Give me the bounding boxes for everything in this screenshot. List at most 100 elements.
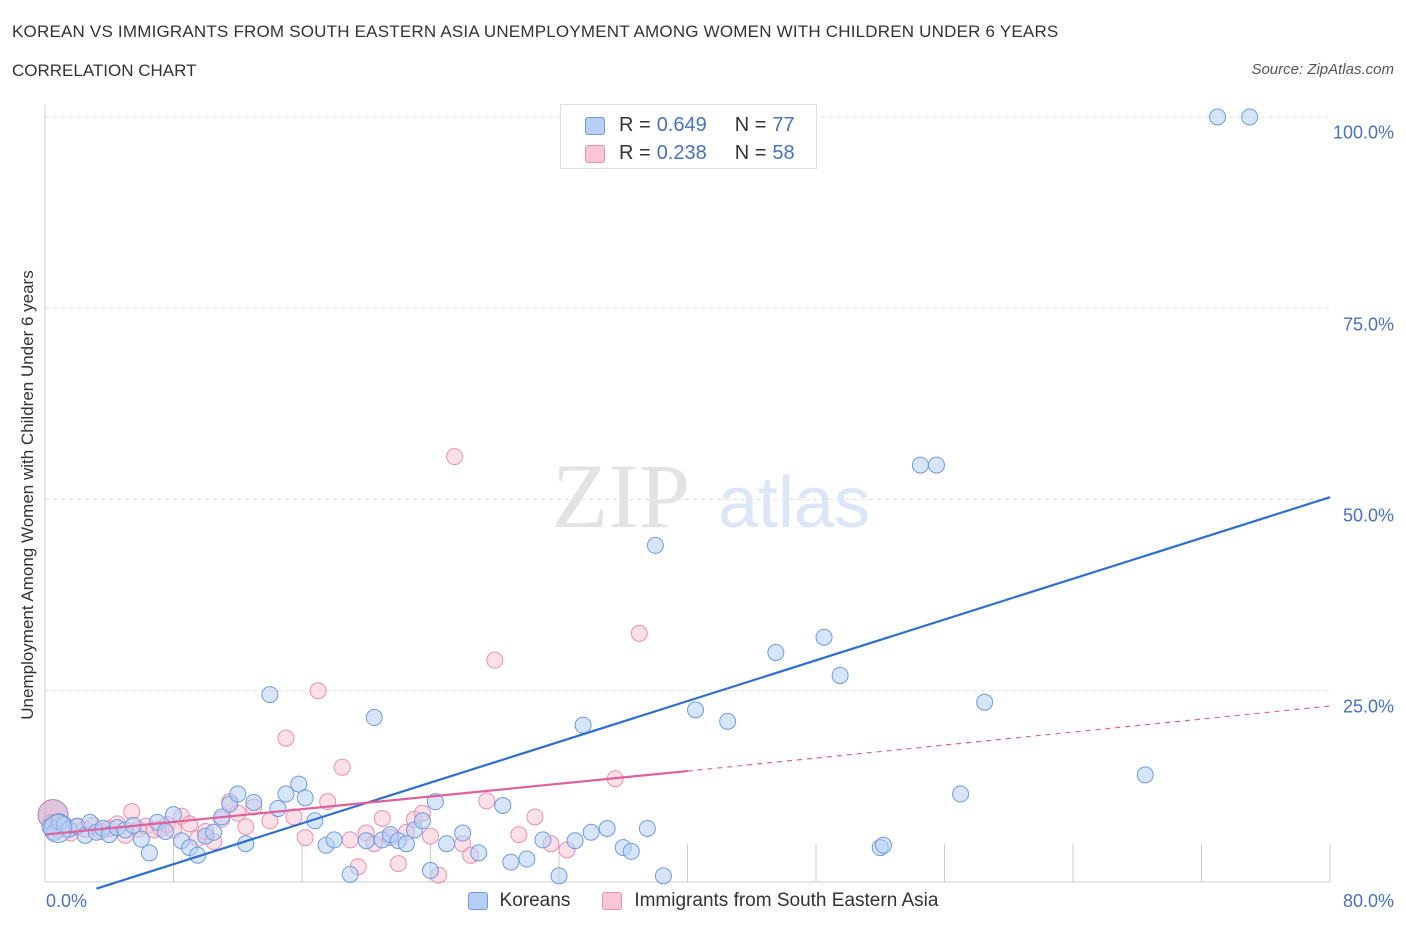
- y-axis-label: Unemployment Among Women with Children U…: [18, 270, 37, 720]
- koreans-point: [654, 867, 672, 885]
- koreans-swatch: [467, 892, 488, 910]
- koreans-point: [582, 823, 600, 841]
- y-tick-label: 100.0%: [1332, 122, 1394, 143]
- koreans-point: [413, 812, 431, 830]
- y-tick-label: 25.0%: [1342, 696, 1394, 717]
- koreans-point: [132, 830, 150, 848]
- sea-point: [422, 827, 439, 845]
- sea-point: [630, 624, 648, 642]
- series-legend: Koreans Immigrants from South Eastern As…: [0, 890, 1406, 912]
- sea-trend-line: [44, 769, 688, 836]
- koreans-point: [397, 835, 415, 853]
- chart-subtitle: CORRELATION CHART: [12, 61, 197, 80]
- sea-point: [526, 808, 544, 826]
- sea-point: [373, 810, 391, 828]
- chart-title: KOREAN VS IMMIGRANTS FROM SOUTH EASTERN …: [12, 22, 1059, 41]
- y-tick-label: 75.0%: [1342, 314, 1394, 335]
- koreans-point: [1209, 108, 1227, 126]
- koreans-point: [911, 456, 929, 474]
- n-label: N =: [734, 114, 767, 136]
- koreans-point: [426, 793, 444, 811]
- grid-lines: [45, 116, 1330, 692]
- legend-item-sea: Immigrants from South Eastern Asia: [602, 890, 938, 912]
- koreans-point: [927, 456, 945, 474]
- koreans-point: [574, 716, 592, 734]
- koreans-point: [156, 823, 174, 841]
- koreans-point: [719, 712, 737, 730]
- koreans-point: [422, 862, 439, 880]
- r-label: R =: [619, 142, 651, 164]
- koreans-point: [229, 785, 247, 803]
- koreans-point: [598, 819, 616, 837]
- koreans-point: [831, 666, 849, 684]
- legend-label: Koreans: [499, 890, 571, 911]
- sea-swatch: [585, 144, 605, 163]
- n-label: N =: [734, 142, 767, 164]
- koreans-point: [952, 785, 970, 803]
- koreans-point: [325, 831, 343, 849]
- legend-label: Immigrants from South Eastern Asia: [634, 890, 939, 911]
- koreans-point: [365, 709, 383, 727]
- koreans-point: [357, 832, 375, 850]
- koreans-point: [470, 844, 488, 862]
- koreans-point: [277, 785, 295, 803]
- koreans-point: [1241, 108, 1259, 126]
- koreans-point: [269, 800, 287, 818]
- sea-point: [478, 792, 496, 810]
- sea-point: [237, 818, 255, 836]
- koreans-point: [550, 867, 568, 885]
- koreans-point: [646, 536, 664, 554]
- koreans-point: [518, 850, 536, 868]
- koreans-point: [494, 797, 512, 814]
- watermark-atlas: atlas: [718, 463, 870, 543]
- r-value: 0.238: [656, 142, 707, 164]
- r-value: 0.649: [656, 114, 707, 136]
- sea-swatch: [602, 892, 623, 910]
- koreans-point: [189, 846, 207, 864]
- sea-point: [309, 682, 327, 700]
- koreans-point: [454, 824, 472, 842]
- sea-point: [486, 651, 504, 669]
- stats-legend: R = 0.649 N = 77 R = 0.238 N = 58: [560, 104, 817, 169]
- koreans-point: [245, 793, 263, 811]
- source-label: Source: ZipAtlas.com: [1251, 61, 1394, 78]
- stats-row-koreans: R = 0.649 N = 77: [585, 114, 795, 137]
- sea-point: [389, 855, 407, 873]
- sea-point: [181, 815, 199, 833]
- x-tick-label: 80.0%: [1342, 891, 1394, 911]
- sea-trend-line-dashed: [687, 705, 1331, 772]
- koreans-point: [687, 701, 705, 719]
- sea-point: [446, 448, 464, 466]
- koreans-point: [767, 644, 785, 661]
- koreans-point: [976, 693, 994, 711]
- stats-row-sea: R = 0.238 N = 58: [585, 142, 795, 165]
- y-tick-label: 50.0%: [1342, 505, 1394, 526]
- koreans-swatch: [585, 116, 605, 135]
- koreans-point: [638, 819, 656, 837]
- koreans-point: [290, 775, 308, 793]
- koreans-point: [566, 832, 584, 850]
- koreans-point: [502, 853, 520, 871]
- koreans-point: [205, 823, 223, 841]
- koreans-trend-line: [96, 496, 1331, 890]
- koreans-point: [534, 831, 552, 849]
- koreans-point: [438, 835, 456, 853]
- n-value: 58: [772, 142, 795, 164]
- koreans-point: [815, 628, 833, 646]
- watermark-zip: ZIP: [552, 445, 690, 547]
- koreans-point: [1136, 766, 1154, 784]
- koreans-point: [296, 789, 314, 807]
- koreans-point: [341, 865, 359, 883]
- r-label: R =: [619, 114, 651, 136]
- sea-point: [333, 758, 351, 776]
- sea-point: [341, 831, 359, 849]
- trend-lines: [44, 496, 1331, 890]
- koreans-point: [874, 836, 892, 854]
- n-value: 77: [772, 114, 795, 136]
- sea-point: [277, 729, 295, 747]
- series-koreans-points: [41, 108, 1259, 885]
- koreans-point: [140, 844, 158, 862]
- x-tick-label: 0.0%: [46, 891, 88, 911]
- koreans-point-large: [43, 813, 73, 843]
- koreans-point: [622, 842, 640, 860]
